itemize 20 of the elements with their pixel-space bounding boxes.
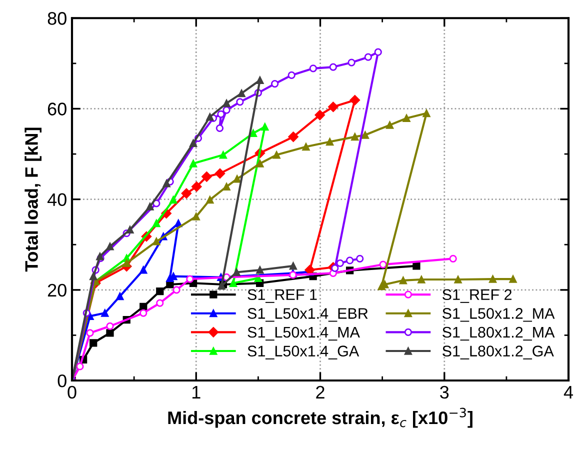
legend-label: S1_L50x1.4_MA: [248, 326, 360, 341]
y-tick-label: 40: [47, 193, 66, 206]
x-tick-label: 2: [316, 386, 324, 398]
legend-label: S1_L50x1.4_GA: [248, 346, 360, 360]
legend-label: S1_L50x1.2_MA: [442, 308, 555, 322]
legend-label: S1_REF 2: [442, 289, 512, 303]
legend-label: S1_L80x1.2_GA: [442, 346, 554, 360]
legend-label: S1_REF 1: [248, 289, 317, 303]
legend-label: S1_L50x1.4_EBR: [248, 308, 368, 322]
x-axis-title: Mid-span concrete strain, ε$_{c}$ [x10$^{−3}$]: [168, 408, 472, 428]
y-axis-title: Total load, F [kN]: [24, 128, 42, 272]
y-tick-label: 60: [48, 102, 66, 116]
y-tick-label: 20: [48, 284, 66, 297]
legend-label: S1_L80x1.2_MA: [442, 326, 555, 341]
x-tick-label: 1: [192, 386, 200, 398]
y-tick-label: 0: [58, 374, 66, 388]
x-tick-label: 3: [440, 386, 449, 399]
y-tick-label: 80: [48, 12, 66, 25]
x-tick-label: 0: [68, 386, 76, 399]
x-tick-label: 4: [564, 386, 574, 398]
